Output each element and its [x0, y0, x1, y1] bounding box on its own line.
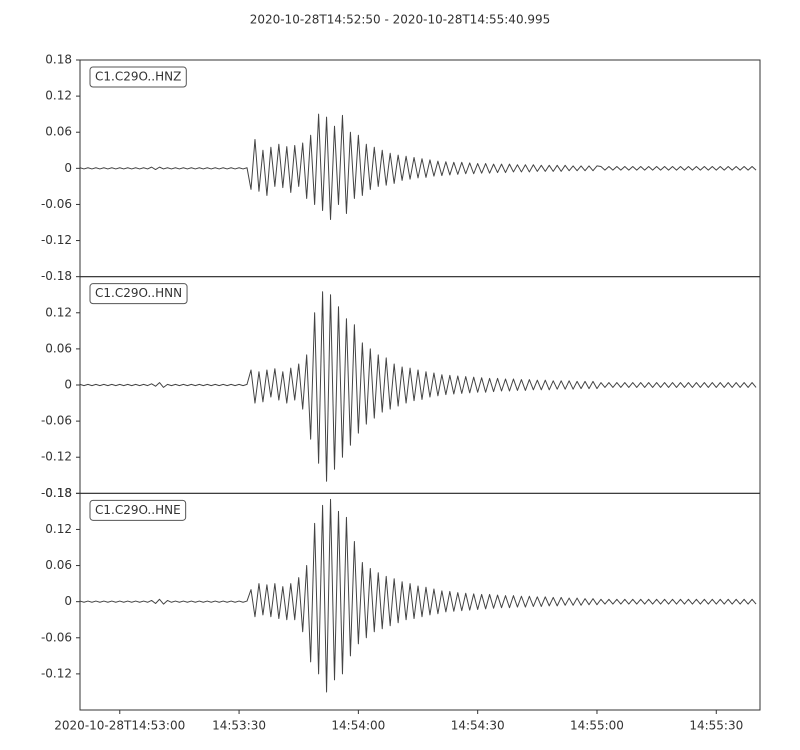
y-tick-label: 0.06 — [45, 341, 72, 355]
legend: C1.C29O..HNN — [89, 283, 188, 305]
y-tick-label: -0.18 — [41, 486, 72, 500]
y-tick-label: 0.06 — [45, 558, 72, 572]
legend-label: C1.C29O..HNN — [95, 286, 182, 300]
legend-box — [89, 283, 188, 305]
y-tick-label: 0 — [64, 594, 72, 608]
trace — [79, 498, 757, 693]
y-tick-label: 0.12 — [45, 89, 72, 103]
y-tick-label: -0.12 — [41, 666, 72, 680]
chart-title: 2020-10-28T14:52:50 - 2020-10-28T14:55:4… — [250, 13, 551, 27]
y-tick-label: 0.18 — [45, 486, 72, 500]
legend-label: C1.C29O..HNE — [95, 503, 181, 517]
x-tick-label: 14:54:30 — [451, 719, 505, 733]
x-tick-label: 14:55:30 — [689, 719, 743, 733]
trace — [79, 113, 757, 220]
x-tick-label: 14:55:00 — [570, 719, 624, 733]
y-tick-label: -0.12 — [41, 450, 72, 464]
y-tick-label: -0.06 — [41, 414, 72, 428]
y-tick-label: 0 — [64, 161, 72, 175]
y-tick-label: 0 — [64, 378, 72, 392]
legend-label: C1.C29O..HNZ — [95, 70, 181, 84]
y-tick-label: 0.12 — [45, 522, 72, 536]
y-tick-label: 0.06 — [45, 125, 72, 139]
x-tick-label: 14:54:00 — [331, 719, 385, 733]
x-tick-label: 2020-10-28T14:53:00 — [54, 719, 185, 733]
legend: C1.C29O..HNZ — [89, 66, 187, 88]
y-tick-label: 0.18 — [45, 53, 72, 67]
legend-box — [89, 66, 187, 88]
legend-box — [89, 499, 187, 521]
trace — [79, 291, 757, 482]
y-tick-label: 0.12 — [45, 305, 72, 319]
y-tick-label: -0.18 — [41, 269, 72, 283]
x-tick-label: 14:53:30 — [212, 719, 266, 733]
y-tick-label: -0.12 — [41, 233, 72, 247]
y-tick-label: -0.06 — [41, 197, 72, 211]
legend: C1.C29O..HNE — [89, 499, 187, 521]
y-tick-label: -0.06 — [41, 630, 72, 644]
